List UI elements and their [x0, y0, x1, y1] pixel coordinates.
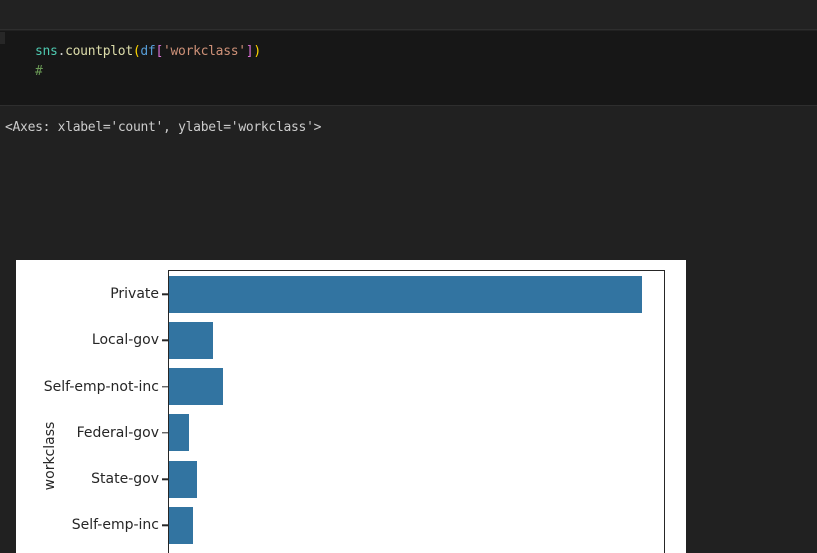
- code-token-punct: .: [57, 44, 66, 59]
- code-token-bracket-round: ): [253, 44, 261, 59]
- chart-row: State-gov: [91, 456, 664, 502]
- bar-self-emp-inc: [169, 506, 193, 544]
- y-tick-mark: [162, 339, 168, 342]
- y-tick-label: Private: [110, 286, 159, 303]
- code-cell-editor[interactable]: sns.countplot(df['workclass']) #: [0, 31, 817, 106]
- code-line-2[interactable]: #: [35, 62, 817, 82]
- comment-token: #: [35, 64, 43, 79]
- previous-cell-gap: [0, 0, 817, 30]
- y-tick-mark: [162, 385, 168, 388]
- bar-self-emp-not-inc: [169, 368, 223, 406]
- code-token-bracket-round: (: [132, 44, 141, 59]
- code-token-variable: df: [140, 44, 156, 59]
- y-tick-mark: [162, 293, 168, 295]
- y-axis-label: workclass: [42, 421, 58, 491]
- y-tick-label: State-gov: [91, 471, 159, 488]
- countplot-figure: workclass 050001000015000200002500030000…: [16, 260, 686, 553]
- chart-row: Federal-gov: [77, 410, 664, 456]
- bar-state-gov: [169, 460, 197, 498]
- bar-federal-gov: [169, 414, 189, 452]
- code-line-1[interactable]: sns.countplot(df['workclass']): [35, 42, 817, 62]
- y-tick-label: Self-emp-inc: [71, 517, 159, 534]
- cell-focus-notch: [0, 32, 5, 44]
- code-token-function: countplot: [65, 44, 133, 59]
- code-token-bracket-square: ]: [245, 44, 254, 59]
- bar-local-gov: [169, 321, 213, 359]
- code-token-module: sns: [35, 44, 58, 59]
- bar-private: [169, 275, 642, 313]
- y-tick-mark: [162, 524, 168, 527]
- chart-row: Self-emp-inc: [72, 502, 664, 548]
- y-tick-label: Self-emp-not-inc: [43, 378, 159, 395]
- axes-repr-text: <Axes: xlabel='count', ylabel='workclass…: [5, 120, 322, 135]
- y-tick-label: Federal-gov: [76, 424, 159, 441]
- chart-row: Without-pay: [169, 549, 664, 553]
- cell-output-area: <Axes: xlabel='count', ylabel='workclass…: [0, 107, 817, 553]
- y-tick-mark: [162, 432, 168, 434]
- y-tick-mark: [162, 478, 168, 480]
- chart-row: Private: [110, 271, 664, 317]
- y-tick-label: Local-gov: [91, 332, 159, 349]
- chart-row: Self-emp-not-inc: [44, 364, 664, 410]
- plot-area: 05000100001500020000250003000035000 Priv…: [44, 270, 665, 553]
- code-token-string: 'workclass': [163, 44, 246, 59]
- code-token-bracket-square: [: [155, 44, 163, 59]
- chart-row: Local-gov: [92, 317, 664, 363]
